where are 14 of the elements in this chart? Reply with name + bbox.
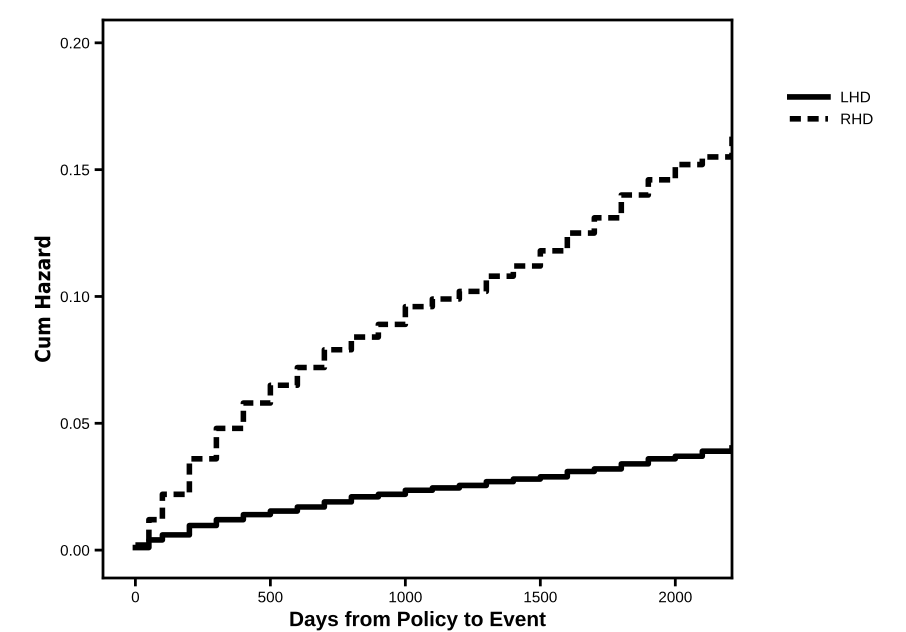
x-tick-label: 0 — [132, 592, 140, 602]
x-tick-label: 1000 — [390, 592, 422, 602]
legend-label: LHD — [841, 92, 870, 102]
x-tick-label: 500 — [258, 592, 283, 602]
y-tick-label: 0.00 — [60, 544, 90, 556]
x-tick-label: 1500 — [524, 592, 557, 602]
y-tick-label: 0.15 — [60, 164, 90, 176]
x-axis-title: Days from Policy to Event — [290, 610, 546, 630]
y-tick-label: 0.10 — [60, 291, 90, 302]
y-axis-title: Cum Hazard — [34, 236, 50, 362]
x-tick-label: 2000 — [659, 592, 692, 602]
legend-label: RHD — [841, 114, 873, 124]
y-tick-label: 0.05 — [60, 418, 90, 429]
y-tick-label: 0.20 — [60, 38, 90, 49]
